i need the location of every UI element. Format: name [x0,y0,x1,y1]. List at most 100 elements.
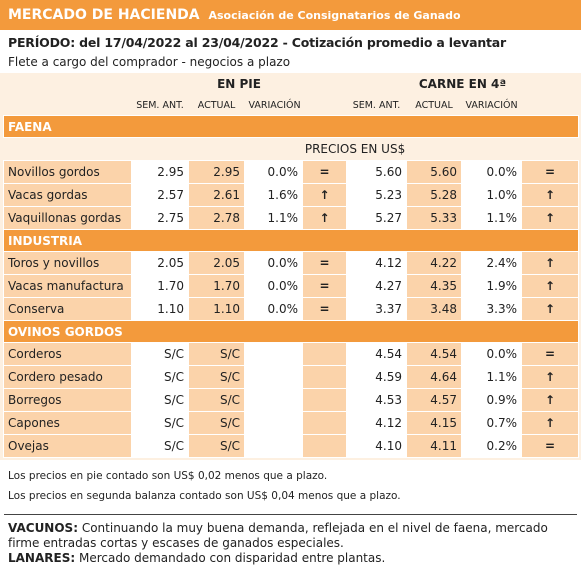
cell: ↑ [302,183,347,207]
row-label: Toros y novillos [3,251,132,275]
row-label: Vacas manufactura [3,274,132,298]
cell: 2.05 [131,251,189,275]
cell: 4.12 [346,411,407,435]
data-row: Novillos gordos 2.95 2.95 0.0% = 5.60 5.60 0.0%… [3,160,580,184]
cell: S/C [131,388,189,412]
cell: ↑ [520,183,580,207]
column-header: VARIACIÓN [465,99,518,111]
column-header-row: SEM. ANT. ACTUAL VARIACIÓN SEM. ANT. ACTUAL V… [4,95,579,116]
cell: 4.11 [406,434,462,458]
comment: LANARES: Mercado demandado con disparida… [8,551,573,566]
data-row: Vacas manufactura 1.70 1.70 0.0% = 4.27 4.35 1.… [3,274,580,298]
cell: 2.95 [188,160,245,184]
cell: 4.12 [346,251,407,275]
cell: ↑ [520,388,580,412]
cell: ↑ [520,251,580,275]
row-label: Novillos gordos [3,160,132,184]
cell: 5.27 [346,206,407,230]
cell: 0.0% [461,160,522,184]
column-header: ACTUAL [415,99,453,111]
cell: 0.0% [244,251,303,275]
group-header-row: EN PIE CARNE EN 4ª [4,73,579,95]
cell [302,342,347,366]
cell: 0.0% [244,160,303,184]
group-header: CARNE EN 4ª [418,77,507,91]
row-label: Capones [3,411,132,435]
cell: 4.64 [406,365,462,389]
cell: 4.59 [346,365,407,389]
cell: ↑ [520,206,580,230]
cell: 4.35 [406,274,462,298]
cell: 1.9% [461,274,522,298]
cell: = [302,160,347,184]
cell [302,388,347,412]
data-row: Vaquillonas gordas 2.75 2.78 1.1% ↑ 5.27 5.33 1… [3,206,580,230]
cell: S/C [188,388,245,412]
cell [302,434,347,458]
cell [244,342,303,366]
group-header: EN PIE [217,77,261,91]
blank [522,95,579,116]
row-label: Ovejas [3,434,132,458]
cell: = [302,251,347,275]
comment-label: LANARES: [8,551,76,565]
title: MERCADO DE HACIENDA [8,7,200,23]
cell: S/C [188,434,245,458]
cell: 2.61 [188,183,245,207]
cell: ↑ [302,206,347,230]
cell: = [520,434,580,458]
cell: 5.33 [406,206,462,230]
cell: 2.4% [461,251,522,275]
cell: S/C [188,342,245,366]
cell: 1.1% [461,206,522,230]
cell: 3.3% [461,297,522,321]
section-name: INDUSTRIA [2,229,580,252]
cell: 1.70 [188,274,245,298]
unit-row: PRECIOS EN US$ [4,138,579,161]
notes: Los precios en pie contado son US$ 0,02 … [0,460,581,506]
section-name: FAENA [2,115,580,138]
cell: S/C [188,411,245,435]
section-row: FAENA [2,115,580,138]
data-row: Capones S/C S/C 4.12 4.15 0.7% ↑ [3,411,580,435]
data-row: Corderos S/C S/C 4.54 4.54 0.0% = [3,342,580,366]
cell: 3.37 [346,297,407,321]
comment-text: Mercado demandado con disparidad entre p… [78,551,386,565]
cell: 2.05 [188,251,245,275]
cell: ↑ [520,297,580,321]
cell: 4.54 [406,342,462,366]
cell: 5.60 [406,160,462,184]
cell: 1.10 [131,297,189,321]
cell: 5.28 [406,183,462,207]
cell: ↑ [520,365,580,389]
cell: 1.70 [131,274,189,298]
column-header: SEM. ANT. [136,99,184,111]
cell: 0.9% [461,388,522,412]
cell: 1.1% [461,365,522,389]
row-label: Borregos [3,388,132,412]
cell: 5.23 [346,183,407,207]
cell: S/C [131,342,189,366]
cell [244,388,303,412]
cell: S/C [131,434,189,458]
comments: VACUNOS: Continuando la muy buena demand… [4,514,577,572]
cell: 1.10 [188,297,245,321]
blank [4,138,132,161]
cell: 5.60 [346,160,407,184]
data-row: Borregos S/C S/C 4.53 4.57 0.9% ↑ [3,388,580,412]
cell: 0.0% [244,297,303,321]
cell: 4.22 [406,251,462,275]
section-row: OVINOS GORDOS [2,320,580,343]
row-label: Vaquillonas gordas [3,206,132,230]
cell: 4.53 [346,388,407,412]
blank [4,95,132,116]
row-label: Vacas gordas [3,183,132,207]
cell: 2.75 [131,206,189,230]
cell: 2.57 [131,183,189,207]
section-row: INDUSTRIA [2,229,580,252]
data-row: Vacas gordas 2.57 2.61 1.6% ↑ 5.23 5.28 1.0% ↑ [3,183,580,207]
blank [303,95,347,116]
cell: 4.27 [346,274,407,298]
data-row: Ovejas S/C S/C 4.10 4.11 0.2% = [3,434,580,458]
cell: S/C [131,365,189,389]
